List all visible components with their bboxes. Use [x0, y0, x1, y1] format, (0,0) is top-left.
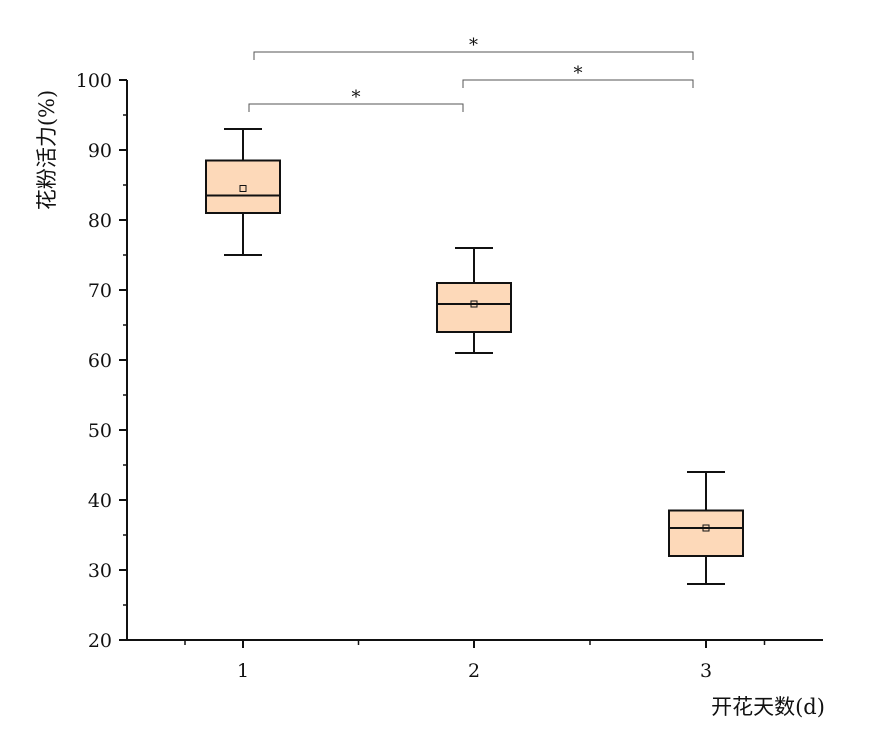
- significance-brackets: * * *: [248, 35, 694, 112]
- x-tick-label: 2: [468, 660, 480, 682]
- y-axis-label: 花粉活力(%): [35, 90, 59, 210]
- y-tick-label: 40: [88, 490, 112, 512]
- x-tick-label: 1: [237, 660, 249, 682]
- box-3: [668, 471, 744, 585]
- significance-label: *: [574, 63, 583, 84]
- iqr-box: [205, 159, 281, 214]
- mean-marker: [702, 524, 710, 532]
- x-ticks: 1 2 3: [184, 640, 766, 682]
- mean-marker: [239, 185, 247, 192]
- x-axis-label: 开花天数(d): [711, 695, 825, 719]
- boxes: [205, 128, 744, 585]
- y-tick-label: 50: [88, 420, 112, 442]
- y-tick-label: 70: [88, 280, 112, 302]
- y-tick-label: 60: [88, 350, 112, 372]
- significance-bracket: *: [462, 63, 694, 88]
- y-tick-label: 100: [76, 70, 112, 92]
- box-2: [436, 247, 512, 354]
- bracket-line: [253, 51, 694, 60]
- y-tick-label: 80: [88, 210, 112, 232]
- x-tick-label: 3: [700, 660, 712, 682]
- significance-bracket: *: [253, 35, 694, 60]
- y-tick-label: 20: [88, 630, 112, 652]
- y-tick-label: 30: [88, 560, 112, 582]
- bracket-line: [248, 103, 464, 112]
- y-tick-label: 90: [88, 140, 112, 162]
- significance-label: *: [469, 35, 478, 56]
- significance-bracket: *: [248, 87, 464, 112]
- box-1: [205, 128, 281, 256]
- iqr-box: [668, 509, 744, 557]
- significance-label: *: [352, 87, 361, 108]
- y-ticks: 20 30 40 50 60 70 80 90 100: [76, 70, 127, 652]
- bracket-line: [462, 79, 694, 88]
- mean-marker: [470, 300, 478, 308]
